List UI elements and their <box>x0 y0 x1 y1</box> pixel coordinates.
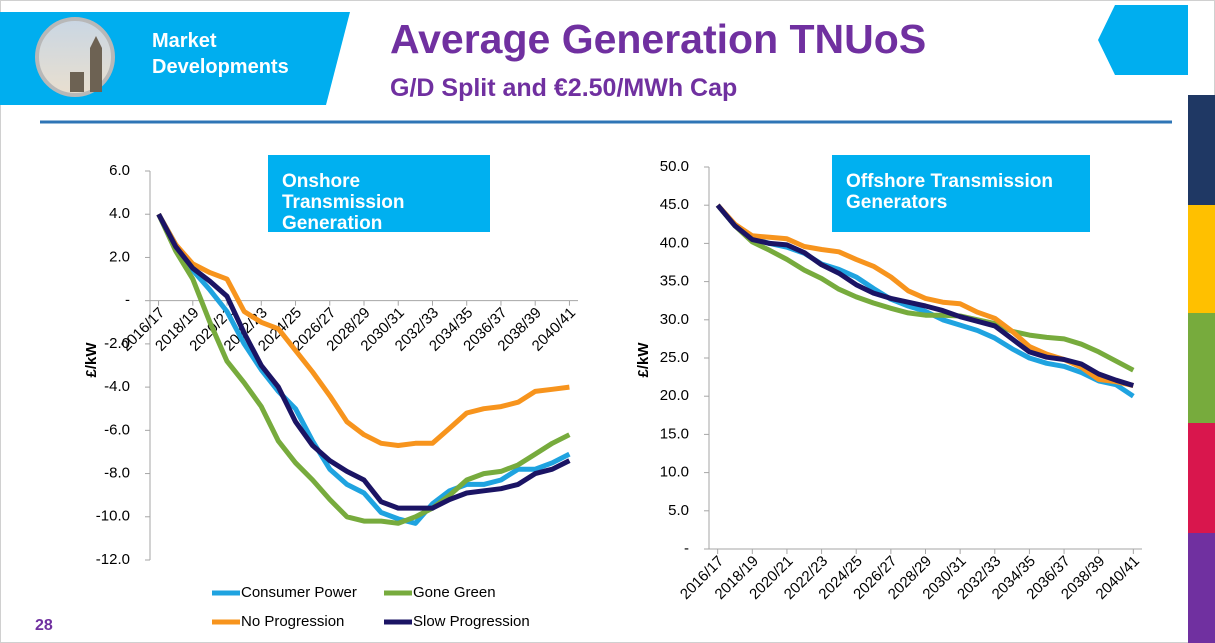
corner-chevron <box>1098 5 1188 75</box>
y-tick-label: 40.0 <box>660 234 689 251</box>
y-tick-label: -4.0 <box>104 378 130 395</box>
y-tick-label: 5.0 <box>668 502 689 519</box>
y-axis-label: £/kW <box>635 342 652 378</box>
y-tick-label: - <box>684 540 689 557</box>
slide-title: Average Generation TNUoS <box>390 16 927 62</box>
y-tick-label: 30.0 <box>660 311 689 328</box>
legend-label: Consumer Power <box>241 584 357 601</box>
y-tick-label: 20.0 <box>660 387 689 404</box>
stripe <box>1188 423 1215 533</box>
y-tick-label: 10.0 <box>660 464 689 481</box>
stripe <box>1188 533 1215 643</box>
series-line <box>156 212 571 526</box>
y-tick-label: -8.0 <box>104 465 130 482</box>
y-tick-label: 45.0 <box>660 196 689 213</box>
chart-title: Offshore Transmission Generators <box>832 155 1090 232</box>
legend-label: No Progression <box>241 613 344 630</box>
series-line <box>156 213 571 526</box>
series-line <box>715 203 1135 388</box>
series-line <box>156 212 570 448</box>
y-tick-label: 2.0 <box>109 248 130 265</box>
y-tick-label: -12.0 <box>96 551 130 568</box>
y-tick-label: 6.0 <box>109 162 130 179</box>
slide-subtitle: G/D Split and €2.50/MWh Cap <box>390 74 738 102</box>
y-tick-label: 25.0 <box>660 349 689 366</box>
y-tick-label: -10.0 <box>96 508 130 525</box>
series-line <box>715 203 1135 373</box>
legend-label: Slow Progression <box>413 613 530 630</box>
series-line <box>715 203 1134 388</box>
section-label: Market Developments <box>152 30 289 78</box>
page-number: 28 <box>35 617 53 634</box>
y-tick-label: 50.0 <box>660 158 689 175</box>
series-line <box>156 213 571 511</box>
y-tick-label: -2.0 <box>104 335 130 352</box>
chart-title: Onshore Transmission Generation <box>268 155 490 234</box>
stripe <box>1188 205 1215 313</box>
y-tick-label: 35.0 <box>660 273 689 290</box>
y-tick-label: - <box>125 292 130 309</box>
legend-label: Gone Green <box>413 584 496 601</box>
stripe <box>1188 95 1215 205</box>
tower-icon <box>70 36 102 92</box>
stripe <box>1188 313 1215 423</box>
y-tick-label: -6.0 <box>104 421 130 438</box>
y-axis-label: £/kW <box>83 342 100 378</box>
y-tick-label: 15.0 <box>660 425 689 442</box>
y-tick-label: 4.0 <box>109 205 130 222</box>
